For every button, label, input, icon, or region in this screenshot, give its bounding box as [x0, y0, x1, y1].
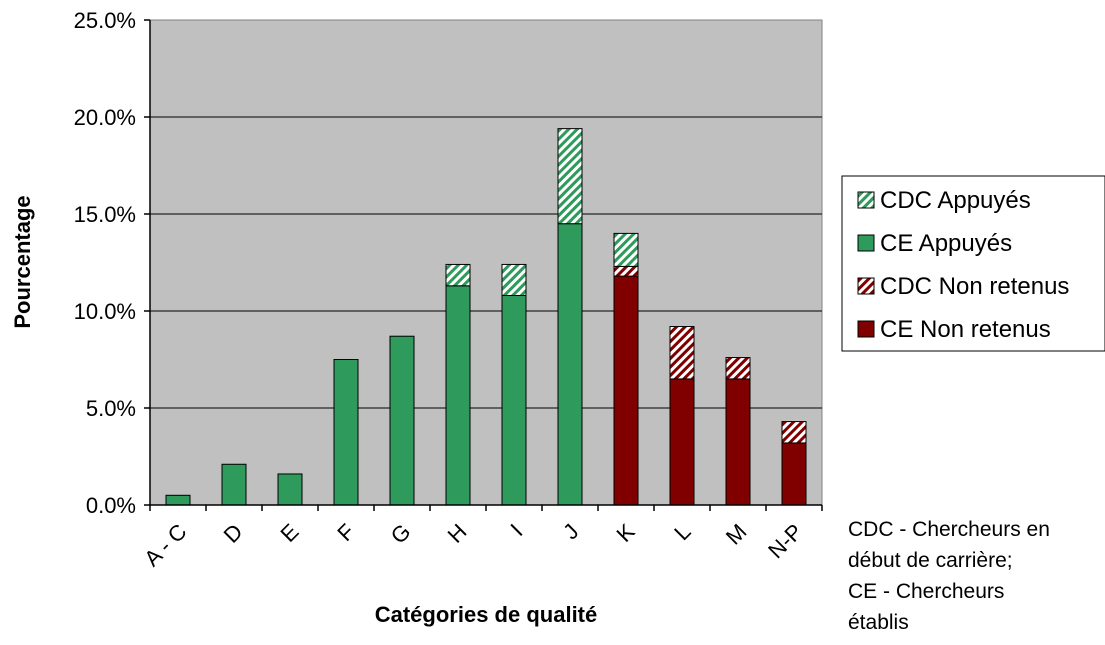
x-axis-title: Catégories de qualité: [375, 602, 598, 627]
bar-segment: [445, 263, 471, 287]
y-tick-label: 20.0%: [74, 105, 136, 130]
y-axis-title: Pourcentage: [10, 195, 35, 328]
x-tick-label: F: [332, 519, 359, 546]
x-tick-label: K: [611, 519, 639, 547]
note-line: établis: [848, 611, 909, 634]
note: CDC - Chercheurs en début de carrière; C…: [848, 514, 1098, 638]
x-tick-label: L: [669, 519, 695, 545]
legend-swatch: [857, 277, 875, 295]
legend-label: CE Appuyés: [880, 230, 1012, 257]
x-tick-label: E: [275, 519, 303, 547]
x-tick-label: G: [386, 519, 416, 549]
bar-segment: [389, 335, 415, 506]
bar-segment: [725, 378, 751, 506]
axes: [144, 19, 823, 511]
bar-segment: [333, 359, 359, 506]
bar-segment: [557, 223, 583, 506]
bar-segment: [557, 128, 583, 225]
legend-swatch: [857, 320, 875, 338]
bar-segment: [725, 357, 751, 380]
x-tick-labels: A - C D E F G H I J K L M N-P: [139, 519, 807, 571]
note-line: CDC - Chercheurs en: [848, 518, 1050, 541]
bar-segment: [277, 473, 303, 506]
bar-segment: [669, 326, 695, 380]
x-tick-label: A - C: [139, 519, 191, 571]
bar-segment: [501, 294, 527, 506]
y-tick-label: 15.0%: [74, 202, 136, 227]
x-tick-label: N-P: [763, 519, 807, 563]
note-line: début de carrière;: [848, 549, 1013, 572]
y-tick-label: 5.0%: [86, 396, 136, 421]
x-tick-label: J: [558, 519, 583, 544]
bar-segment: [781, 442, 807, 506]
legend-label: CDC Non retenus: [880, 273, 1069, 300]
bar-segment: [445, 285, 471, 506]
legend-label: CE Non retenus: [880, 316, 1051, 343]
bar-segment: [781, 421, 807, 444]
legend: CDC Appuyés CE Appuyés CDC Non retenus CE N…: [841, 175, 1105, 352]
y-tick-label: 25.0%: [74, 8, 136, 33]
legend-box: [841, 175, 1105, 352]
legend-swatch: [857, 234, 875, 252]
legend-swatch: [857, 191, 875, 209]
y-tick-labels: 0.0% 5.0% 10.0% 15.0% 20.0% 25.0%: [74, 8, 136, 518]
y-tick-label: 0.0%: [86, 493, 136, 518]
note-line: CE - Chercheurs: [848, 580, 1005, 603]
bar-segment: [501, 263, 527, 296]
y-tick-label: 10.0%: [74, 299, 136, 324]
bar-segment: [221, 463, 247, 506]
x-tick-label: M: [721, 519, 752, 550]
x-tick-label: D: [219, 519, 248, 548]
plot-area: [149, 19, 823, 506]
bar-segment: [613, 265, 639, 277]
x-tick-label: H: [443, 519, 472, 548]
legend-label: CDC Appuyés: [880, 187, 1031, 214]
bar-segment: [613, 275, 639, 506]
bar-segment: [613, 232, 639, 267]
x-tick-label: I: [506, 519, 528, 541]
bar-segment: [165, 494, 191, 506]
gridlines: [150, 116, 822, 409]
bar-segment: [669, 378, 695, 506]
